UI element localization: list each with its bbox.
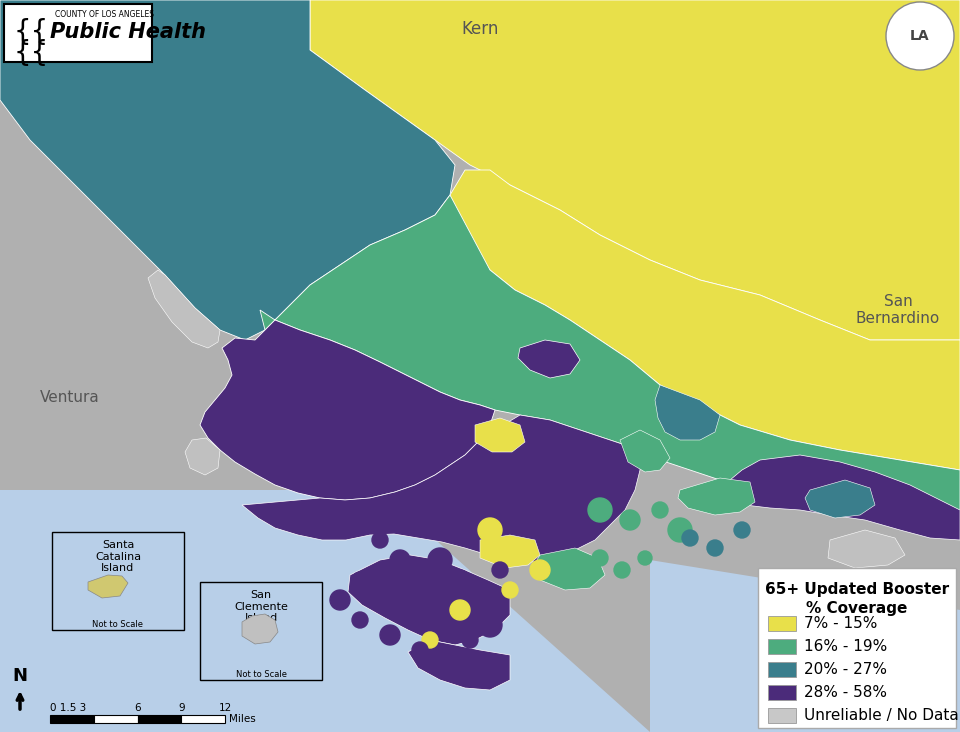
Circle shape xyxy=(614,562,630,578)
Bar xyxy=(137,715,181,723)
Polygon shape xyxy=(678,478,755,515)
Circle shape xyxy=(492,562,508,578)
Text: N: N xyxy=(12,667,28,685)
Bar xyxy=(50,715,94,723)
Text: San
Bernardino: San Bernardino xyxy=(856,294,940,326)
Circle shape xyxy=(450,570,470,590)
FancyBboxPatch shape xyxy=(768,685,796,700)
Polygon shape xyxy=(450,170,960,470)
Circle shape xyxy=(530,560,550,580)
Polygon shape xyxy=(242,614,278,644)
FancyBboxPatch shape xyxy=(4,4,152,62)
Text: Unreliable / No Data: Unreliable / No Data xyxy=(804,708,959,723)
Circle shape xyxy=(450,600,470,620)
Circle shape xyxy=(422,632,438,648)
Circle shape xyxy=(592,550,608,566)
Polygon shape xyxy=(532,548,605,590)
Circle shape xyxy=(682,530,698,546)
Text: Santa
Catalina
Island: Santa Catalina Island xyxy=(95,540,141,573)
Text: Not to Scale: Not to Scale xyxy=(235,670,286,679)
Text: 65+ Updated Booster
% Coverage: 65+ Updated Booster % Coverage xyxy=(765,582,949,616)
Circle shape xyxy=(707,540,723,556)
Polygon shape xyxy=(475,418,525,452)
Polygon shape xyxy=(828,530,905,568)
Text: 28% - 58%: 28% - 58% xyxy=(804,685,887,700)
FancyBboxPatch shape xyxy=(200,582,322,680)
Text: 20% - 27%: 20% - 27% xyxy=(804,662,887,677)
Circle shape xyxy=(462,632,478,648)
FancyBboxPatch shape xyxy=(768,662,796,677)
Circle shape xyxy=(380,625,400,645)
Polygon shape xyxy=(185,438,220,475)
FancyBboxPatch shape xyxy=(758,568,956,728)
Polygon shape xyxy=(730,455,960,540)
Text: 6: 6 xyxy=(134,703,141,713)
Text: Miles: Miles xyxy=(229,714,255,724)
Circle shape xyxy=(620,510,640,530)
Text: {{
{{: {{ {{ xyxy=(14,18,49,67)
Polygon shape xyxy=(148,270,220,348)
Text: Public Health: Public Health xyxy=(50,22,206,42)
Polygon shape xyxy=(620,430,670,472)
Circle shape xyxy=(352,572,368,588)
Circle shape xyxy=(372,532,388,548)
Circle shape xyxy=(588,498,612,522)
Circle shape xyxy=(478,613,502,637)
Polygon shape xyxy=(310,0,960,340)
Polygon shape xyxy=(655,385,720,440)
FancyBboxPatch shape xyxy=(768,616,796,631)
Polygon shape xyxy=(242,415,640,562)
Circle shape xyxy=(652,502,668,518)
Text: 12: 12 xyxy=(218,703,231,713)
Polygon shape xyxy=(88,575,128,598)
Circle shape xyxy=(352,612,368,628)
Circle shape xyxy=(440,650,460,670)
Polygon shape xyxy=(480,535,540,568)
Circle shape xyxy=(412,567,428,583)
Text: Kern: Kern xyxy=(462,20,498,38)
Polygon shape xyxy=(650,560,960,732)
Polygon shape xyxy=(0,0,455,340)
Text: 0 1.5 3: 0 1.5 3 xyxy=(50,703,86,713)
Text: 9: 9 xyxy=(178,703,184,713)
Text: 16% - 19%: 16% - 19% xyxy=(804,639,887,654)
Polygon shape xyxy=(260,195,960,530)
Circle shape xyxy=(734,522,750,538)
Circle shape xyxy=(428,548,452,572)
Circle shape xyxy=(638,551,652,565)
Circle shape xyxy=(502,582,518,598)
Circle shape xyxy=(412,642,428,658)
Text: Not to Scale: Not to Scale xyxy=(92,620,143,629)
Circle shape xyxy=(330,590,350,610)
Text: San
Clemente
Island: San Clemente Island xyxy=(234,590,288,623)
FancyBboxPatch shape xyxy=(768,639,796,654)
Circle shape xyxy=(468,583,492,607)
Circle shape xyxy=(390,550,410,570)
FancyBboxPatch shape xyxy=(52,532,184,630)
Bar xyxy=(181,715,225,723)
Polygon shape xyxy=(200,320,495,500)
Polygon shape xyxy=(408,640,510,690)
Circle shape xyxy=(478,518,502,542)
Circle shape xyxy=(886,2,954,70)
Text: LA: LA xyxy=(910,29,930,43)
Circle shape xyxy=(668,518,692,542)
Bar xyxy=(94,715,137,723)
Text: 7% - 15%: 7% - 15% xyxy=(804,616,877,631)
Polygon shape xyxy=(805,480,875,518)
Polygon shape xyxy=(518,340,580,378)
Polygon shape xyxy=(348,555,510,645)
Text: COUNTY OF LOS ANGELES: COUNTY OF LOS ANGELES xyxy=(55,10,154,19)
FancyBboxPatch shape xyxy=(768,708,796,723)
Text: Orange: Orange xyxy=(781,660,838,676)
Text: Ventura: Ventura xyxy=(40,390,100,406)
Polygon shape xyxy=(0,490,650,732)
